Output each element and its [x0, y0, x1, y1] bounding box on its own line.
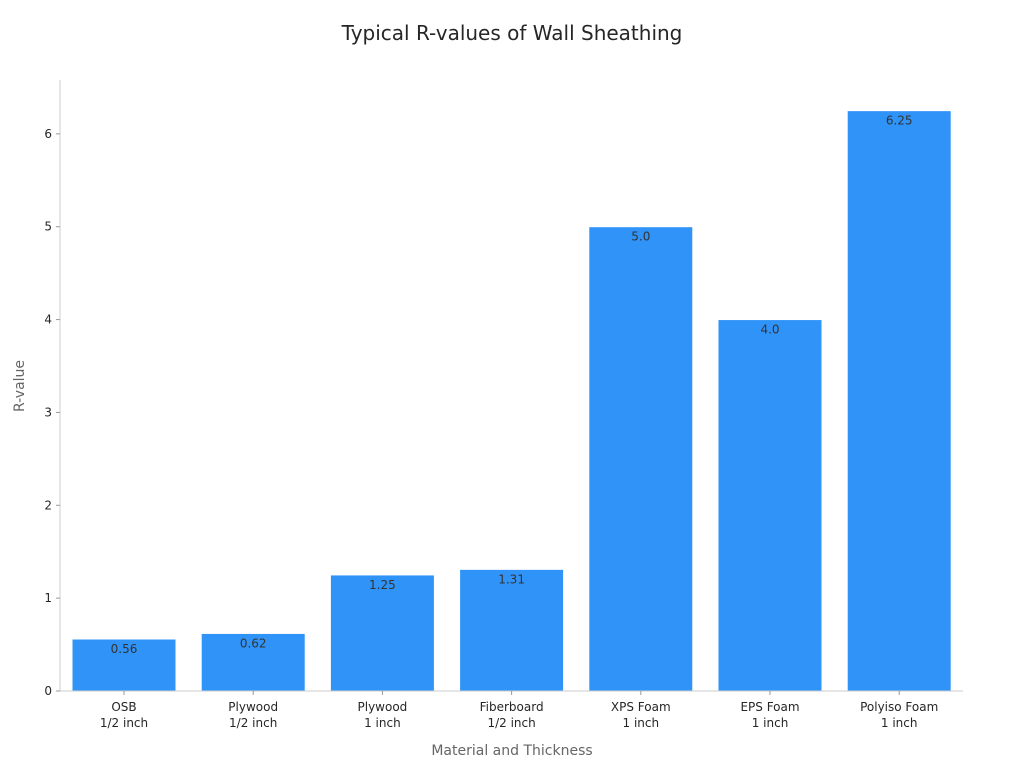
bar-value-label: 1.31 [498, 572, 525, 586]
bar-value-label: 5.0 [631, 230, 650, 244]
y-axis-label: R-value [12, 360, 28, 412]
bar [717, 319, 823, 692]
y-tick-label: 6 [44, 127, 52, 141]
bars: 0.56 0.62 1.25 1.31 5.0 4.0 6.25 [71, 110, 952, 692]
x-tick-label: Fiberboard 1/2 inch [480, 700, 544, 730]
x-axis: OSB 1/2 inch Plywood 1/2 inch Plywood 1 inch F… [60, 690, 963, 730]
y-tick-label: 3 [44, 405, 52, 419]
chart-title: Typical R-values of Wall Sheathing [341, 21, 683, 45]
x-tick-label: Plywood 1/2 inch [228, 700, 278, 730]
bar-value-label: 0.62 [240, 636, 267, 650]
bar-value-label: 4.0 [760, 323, 779, 337]
bar-value-label: 0.56 [111, 642, 138, 656]
y-axis: 0 1 2 3 4 5 6 [44, 80, 61, 698]
x-tick-label: XPS Foam 1 inch [611, 700, 671, 730]
bar [459, 568, 565, 692]
bar [588, 226, 694, 692]
y-tick-label: 0 [44, 684, 52, 698]
y-tick-label: 1 [44, 591, 52, 605]
bar-value-label: 6.25 [886, 114, 913, 128]
y-tick-label: 2 [44, 498, 52, 512]
bar-value-label: 1.25 [369, 578, 396, 592]
bar [846, 110, 952, 692]
x-tick-label: OSB 1/2 inch [100, 700, 148, 730]
bar [71, 638, 177, 692]
y-tick-label: 5 [44, 220, 52, 234]
y-tick-label: 4 [44, 313, 52, 327]
bar [329, 574, 435, 692]
x-tick-label: EPS Foam 1 inch [740, 700, 799, 730]
x-axis-label: Material and Thickness [431, 743, 592, 759]
x-tick-label: Plywood 1 inch [358, 700, 408, 730]
bar [200, 632, 306, 692]
x-tick-label: Polyiso Foam 1 inch [860, 700, 938, 730]
